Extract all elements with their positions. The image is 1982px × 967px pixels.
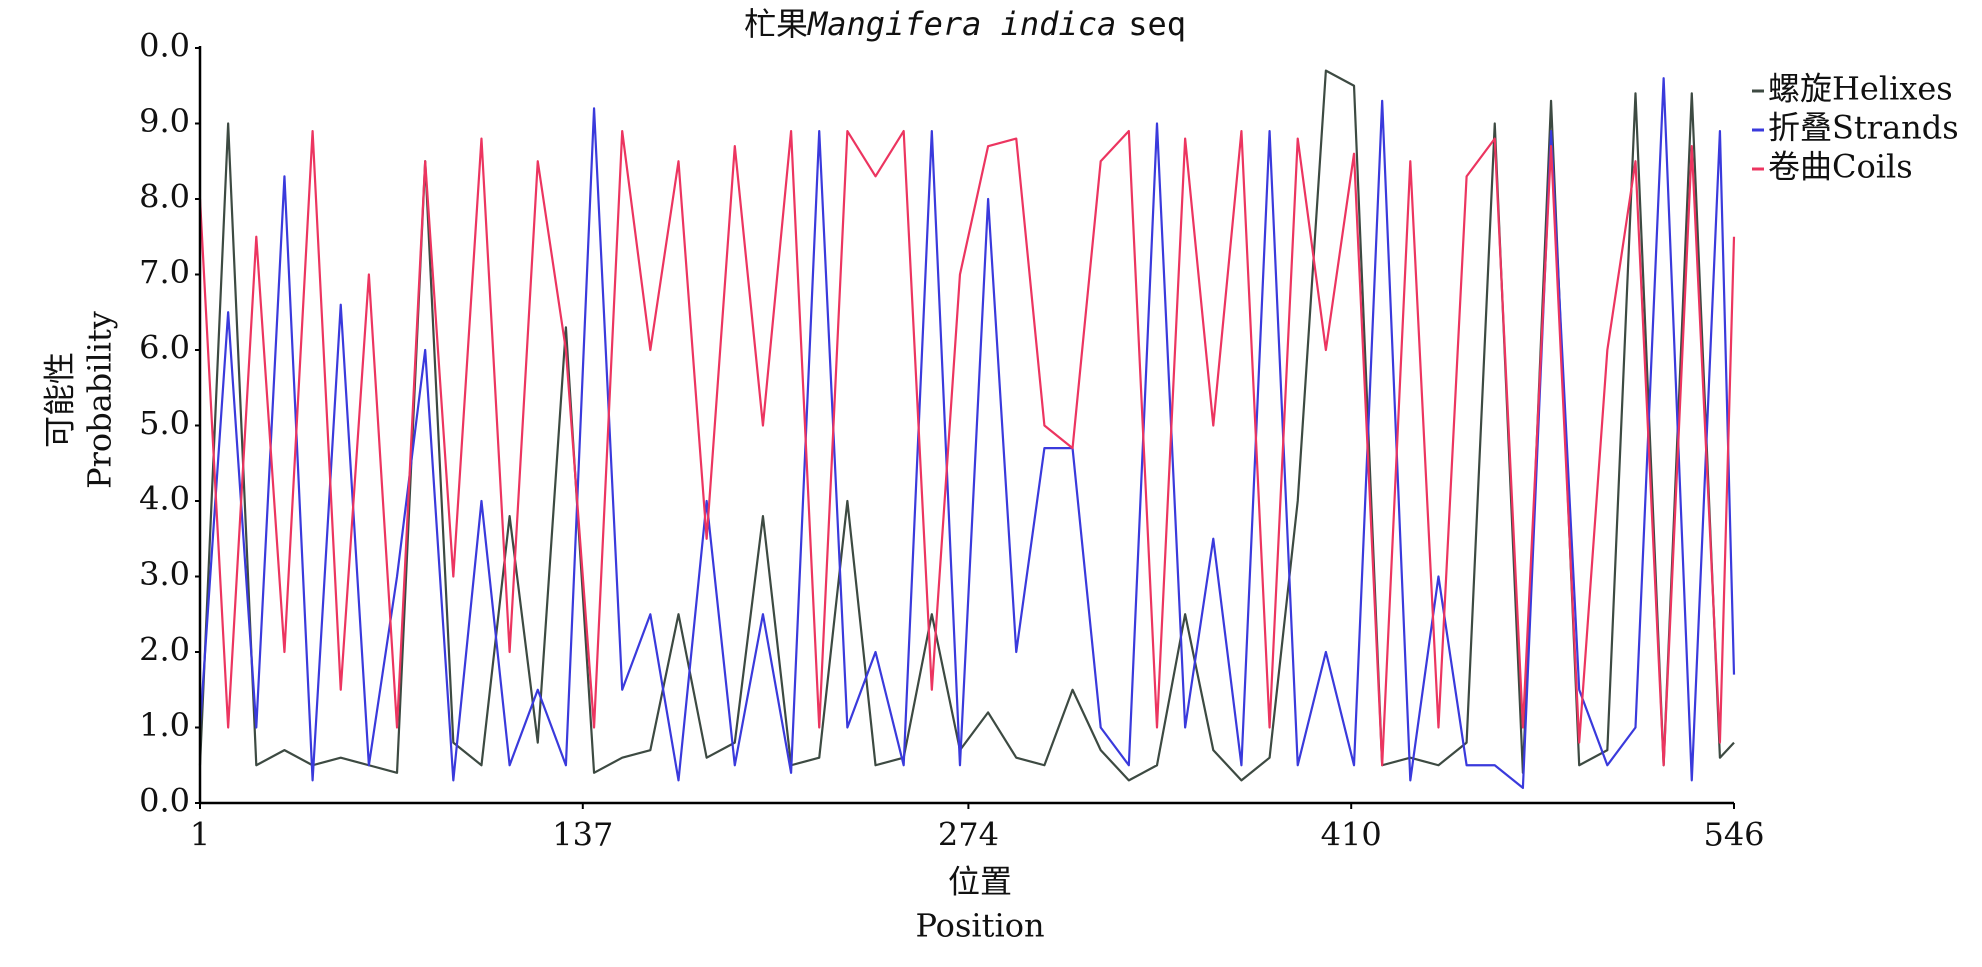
y-tick-label: 0.0 — [139, 782, 190, 820]
x-tick-label: 546 — [1703, 816, 1764, 854]
series-line — [198, 69, 1735, 782]
y-tick-label: 6.0 — [139, 329, 190, 367]
y-axis-label: 可能性 — [41, 352, 79, 448]
x-tick-label: 274 — [938, 816, 999, 854]
legend-label: 螺旋Helixes — [1768, 70, 1953, 108]
x-tick-label: 1 — [190, 816, 210, 854]
x-axis-label: Position — [915, 907, 1044, 945]
y-axis-label: Probability — [81, 311, 119, 489]
x-tick-label: 410 — [1321, 816, 1382, 854]
series-line — [198, 77, 1736, 789]
y-tick-label: 0.0 — [139, 27, 190, 65]
y-tick-label: 7.0 — [139, 253, 190, 291]
legend-label: 卷曲Coils — [1768, 148, 1913, 186]
title-part: 杧果 — [744, 5, 808, 43]
y-tick-label: 2.0 — [139, 631, 190, 669]
y-tick-label: 5.0 — [139, 404, 190, 442]
title-part: seq — [1128, 5, 1186, 43]
legend-label: 折叠Strands — [1768, 109, 1959, 147]
y-tick-label: 1.0 — [139, 706, 190, 744]
title-part: Mangifera indica — [807, 5, 1116, 43]
x-axis-label: 位置 — [948, 863, 1012, 901]
chart-title: 杧果Mangifera indica seq — [744, 5, 1186, 44]
y-tick-label: 4.0 — [139, 480, 190, 518]
series-line — [198, 129, 1736, 767]
y-tick-label: 8.0 — [139, 178, 190, 216]
x-tick-label: 137 — [552, 816, 613, 854]
y-tick-label: 9.0 — [139, 102, 190, 140]
y-tick-label: 3.0 — [139, 555, 190, 593]
